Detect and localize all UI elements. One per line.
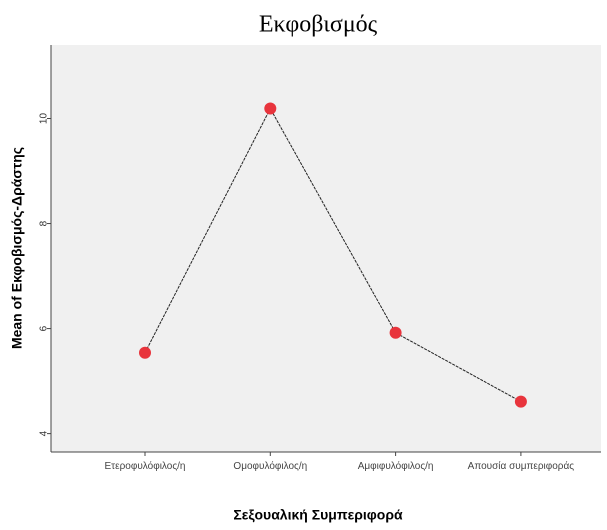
- x-axis-label: Σεξουαλική Συμπεριφορά: [233, 507, 403, 523]
- chart-title: Εκφοβισμός: [259, 12, 378, 38]
- y-tick-label: 10: [39, 113, 50, 125]
- x-tick-label: Αμφιφυλόφιλος/η: [357, 461, 434, 472]
- y-axis-label: Mean of Εκφοβισμός-Δράστης: [9, 147, 25, 349]
- plot-area: [51, 45, 601, 452]
- point: [264, 102, 277, 115]
- x-tick-label: Απουσία συμπεριφοράς: [467, 461, 575, 472]
- y-tick-label: 4: [39, 430, 50, 436]
- point: [139, 346, 151, 359]
- y-tick-label: 8: [39, 220, 50, 226]
- y-tick-label: 6: [39, 325, 50, 331]
- point: [389, 326, 402, 339]
- series-line: [144, 107, 522, 403]
- x-tick-label: Ετεροφυλόφιλος/η: [104, 461, 186, 472]
- x-tick-label: Ομοφυλόφιλος/η: [233, 461, 308, 472]
- point: [514, 395, 527, 408]
